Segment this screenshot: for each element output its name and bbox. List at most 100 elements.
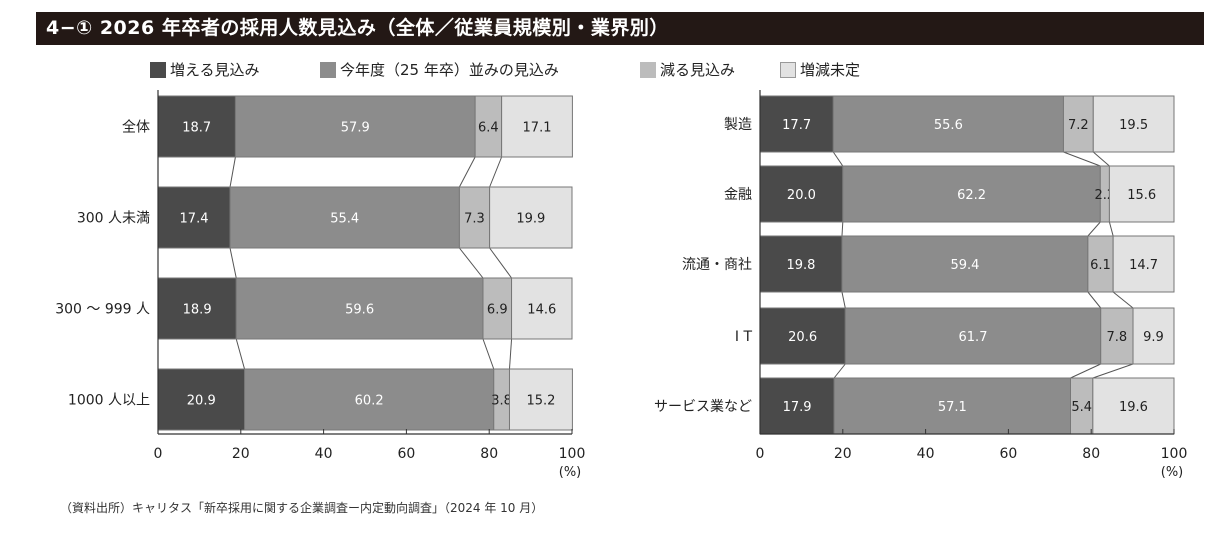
connector-line-1-2-3 bbox=[1112, 291, 1134, 309]
data-label-increase-0-2: 18.9 bbox=[183, 303, 212, 318]
bar-segment-undecided-1-2 bbox=[1112, 235, 1175, 293]
bar-segment-same-1-4 bbox=[833, 377, 1072, 435]
bar-segment-increase-0-1 bbox=[157, 186, 231, 249]
connector-line-0-2-3 bbox=[508, 338, 513, 370]
bar-segment-same-0-3 bbox=[244, 368, 495, 431]
data-label-increase-1-1: 20.0 bbox=[787, 188, 816, 203]
x-unit-label-0: (%) bbox=[559, 465, 582, 480]
data-label-increase-0-3: 20.9 bbox=[187, 394, 216, 409]
connector-line-1-2-2 bbox=[1087, 291, 1102, 309]
bar-segment-same-0-2 bbox=[235, 277, 484, 340]
category-label-0-2: 300 〜 999 人 bbox=[55, 302, 150, 318]
bar-segment-undecided-0-1 bbox=[489, 186, 573, 249]
bar-segment-undecided-0-0 bbox=[501, 95, 573, 158]
bar-segment-decrease-1-3 bbox=[1100, 307, 1134, 365]
legend-swatch-same bbox=[320, 62, 336, 78]
data-label-same-0-1: 55.4 bbox=[330, 212, 359, 227]
source-note: （資料出所）キャリタス「新卒採用に関する企業調査ー内定動向調査」（2024 年 … bbox=[60, 501, 544, 515]
x-tick-label-1-0: 0 bbox=[756, 446, 765, 462]
data-label-undecided-0-0: 17.1 bbox=[523, 121, 552, 136]
data-label-decrease-1-3: 7.8 bbox=[1107, 330, 1128, 345]
data-label-undecided-0-2: 14.6 bbox=[527, 303, 556, 318]
bar-segment-decrease-0-1 bbox=[458, 186, 491, 249]
x-tick-label-0-0: 0 bbox=[154, 446, 163, 462]
data-label-same-0-3: 60.2 bbox=[355, 394, 384, 409]
bar-segment-undecided-1-3 bbox=[1132, 307, 1175, 365]
bar-segment-undecided-0-2 bbox=[511, 277, 573, 340]
legend-label-same: 今年度（25 年卒）並みの見込み bbox=[340, 61, 559, 79]
bar-segment-undecided-1-0 bbox=[1092, 95, 1175, 153]
category-label-0-1: 300 人未満 bbox=[77, 211, 150, 227]
x-tick-label-1-40: 40 bbox=[917, 446, 935, 462]
bar-segment-same-1-1 bbox=[842, 165, 1101, 223]
connector-line-0-0-3 bbox=[489, 156, 503, 188]
data-label-same-1-3: 61.7 bbox=[959, 330, 988, 345]
x-tick-label-0-60: 60 bbox=[397, 446, 415, 462]
data-label-decrease-1-0: 7.2 bbox=[1068, 118, 1089, 133]
data-label-increase-0-0: 18.7 bbox=[182, 121, 211, 136]
connector-line-1-1-3 bbox=[1108, 221, 1114, 237]
x-tick-label-1-80: 80 bbox=[1082, 446, 1100, 462]
x-tick-label-0-20: 20 bbox=[232, 446, 250, 462]
data-label-same-0-2: 59.6 bbox=[345, 303, 374, 318]
data-label-undecided-1-2: 14.7 bbox=[1129, 258, 1158, 273]
chart-title: 4−① 2026 年卒者の採用人数見込み（全体／従業員規模別・業界別） bbox=[46, 17, 669, 39]
connector-line-1-0-1 bbox=[832, 151, 844, 167]
bar-segment-increase-1-3 bbox=[759, 307, 846, 365]
data-label-decrease-0-0: 6.4 bbox=[478, 121, 499, 136]
data-label-undecided-1-1: 15.6 bbox=[1127, 188, 1156, 203]
x-tick-label-1-20: 20 bbox=[834, 446, 852, 462]
connector-line-1-0-3 bbox=[1092, 151, 1110, 167]
data-label-increase-1-3: 20.6 bbox=[788, 330, 817, 345]
connector-line-1-2-1 bbox=[841, 291, 846, 309]
category-label-1-0: 製造 bbox=[724, 117, 752, 133]
data-label-decrease-1-2: 6.1 bbox=[1090, 258, 1111, 273]
connector-line-0-2-2 bbox=[482, 338, 495, 370]
data-label-undecided-0-3: 15.2 bbox=[526, 394, 555, 409]
category-label-1-4: サービス業など bbox=[654, 399, 752, 415]
data-label-undecided-1-4: 19.6 bbox=[1119, 400, 1148, 415]
bar-segment-undecided-1-1 bbox=[1108, 165, 1175, 223]
connector-line-1-1-1 bbox=[841, 221, 844, 237]
connector-line-0-0-1 bbox=[229, 156, 236, 188]
data-label-same-0-0: 57.9 bbox=[341, 121, 370, 136]
data-label-same-1-4: 57.1 bbox=[938, 400, 967, 415]
bar-segment-increase-1-1 bbox=[759, 165, 844, 223]
data-label-same-1-1: 62.2 bbox=[957, 188, 986, 203]
bar-segment-undecided-0-3 bbox=[508, 368, 573, 431]
connector-line-0-0-2 bbox=[458, 156, 476, 188]
connector-line-1-1-2 bbox=[1087, 221, 1101, 237]
data-label-same-1-2: 59.4 bbox=[950, 258, 979, 273]
legend-label-increase: 増える見込み bbox=[170, 61, 260, 79]
bar-segment-same-0-0 bbox=[234, 95, 476, 158]
x-unit-label-1: (%) bbox=[1161, 465, 1184, 480]
category-label-0-0: 全体 bbox=[122, 119, 150, 136]
data-label-undecided-1-0: 19.5 bbox=[1119, 118, 1148, 133]
bar-segment-increase-1-4 bbox=[759, 377, 835, 435]
data-label-decrease-0-2: 6.9 bbox=[487, 303, 508, 318]
bar-segment-same-0-1 bbox=[229, 186, 460, 249]
connector-line-0-2-1 bbox=[235, 338, 246, 370]
x-tick-label-1-60: 60 bbox=[999, 446, 1017, 462]
legend-swatch-undecided bbox=[780, 62, 796, 78]
data-label-decrease-0-1: 7.3 bbox=[464, 212, 485, 227]
x-tick-label-0-100: 100 bbox=[559, 446, 586, 462]
bar-segment-same-1-0 bbox=[832, 95, 1064, 153]
bar-segment-increase-1-2 bbox=[759, 235, 843, 293]
bar-segment-undecided-1-4 bbox=[1092, 377, 1175, 435]
legend-label-decrease: 減る見込み bbox=[660, 61, 736, 79]
data-label-undecided-1-3: 9.9 bbox=[1143, 330, 1164, 345]
connector-line-1-0-2 bbox=[1063, 151, 1101, 167]
bar-segment-decrease-0-2 bbox=[482, 277, 513, 340]
bar-segment-same-1-3 bbox=[844, 307, 1102, 365]
connector-line-0-1-3 bbox=[489, 247, 512, 279]
data-label-decrease-0-3: 3.8 bbox=[491, 394, 512, 409]
bar-segment-decrease-0-0 bbox=[474, 95, 503, 158]
data-label-increase-0-1: 17.4 bbox=[180, 212, 209, 227]
connector-line-1-3-2 bbox=[1070, 363, 1101, 379]
x-tick-label-1-100: 100 bbox=[1161, 446, 1188, 462]
bar-segment-increase-1-0 bbox=[759, 95, 834, 153]
data-label-increase-1-2: 19.8 bbox=[787, 258, 816, 273]
data-label-decrease-1-4: 5.4 bbox=[1071, 400, 1092, 415]
connector-line-1-3-3 bbox=[1092, 363, 1134, 379]
